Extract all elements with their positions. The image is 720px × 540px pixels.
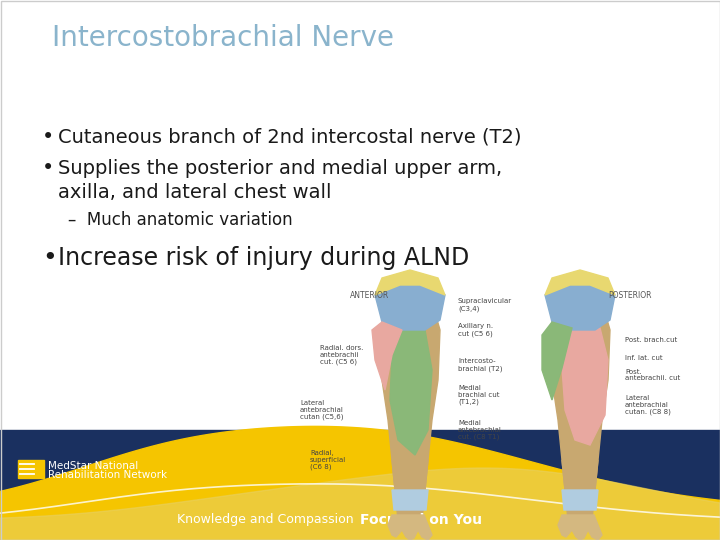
Text: Radial,
superficial
(C6 8): Radial, superficial (C6 8) [310, 450, 346, 470]
Polygon shape [545, 270, 615, 295]
Bar [0, 430, 720, 540]
Text: Cutaneous branch of 2nd intercostal nerve (T2): Cutaneous branch of 2nd intercostal nerv… [58, 127, 521, 146]
Text: POSTERIOR: POSTERIOR [608, 292, 652, 300]
Text: Increase risk of injury during ALND: Increase risk of injury during ALND [58, 246, 469, 270]
Text: Rehabilitation Network: Rehabilitation Network [48, 470, 167, 480]
Text: Post.
antebrachii. cut: Post. antebrachii. cut [625, 368, 680, 381]
Text: Inf. lat. cut: Inf. lat. cut [625, 355, 662, 361]
Text: Focused on You: Focused on You [360, 513, 482, 527]
Polygon shape [550, 302, 610, 490]
Text: Supplies the posterior and medial upper arm,: Supplies the posterior and medial upper … [58, 159, 502, 178]
Text: Post. brach.cut: Post. brach.cut [625, 337, 678, 343]
Text: Lateral
antebrachial
cutan (C5,6): Lateral antebrachial cutan (C5,6) [300, 400, 344, 420]
Text: Supraclavicular
(C3,4): Supraclavicular (C3,4) [458, 298, 512, 312]
Text: •: • [42, 246, 57, 270]
Text: axilla, and lateral chest wall: axilla, and lateral chest wall [58, 183, 331, 201]
Polygon shape [0, 427, 720, 540]
Text: •: • [42, 158, 54, 178]
Text: Medial
brachial cut
(T1,2): Medial brachial cut (T1,2) [458, 384, 500, 405]
Polygon shape [542, 322, 572, 400]
Text: MedStar National: MedStar National [48, 461, 138, 471]
Polygon shape [390, 330, 432, 455]
Text: Knowledge and Compassion: Knowledge and Compassion [177, 514, 358, 526]
Text: Radial. dors.
antebrachii
cut. (C5 6): Radial. dors. antebrachii cut. (C5 6) [320, 345, 364, 365]
Polygon shape [545, 285, 615, 330]
Text: Axillary n.
cut (C5 6): Axillary n. cut (C5 6) [458, 323, 493, 337]
Text: ANTERIOR: ANTERIOR [350, 292, 390, 300]
Polygon shape [388, 515, 432, 540]
Polygon shape [375, 270, 445, 295]
Polygon shape [562, 328, 608, 445]
Polygon shape [562, 490, 598, 510]
Polygon shape [372, 322, 402, 390]
Bar [18, 460, 44, 478]
Polygon shape [562, 460, 598, 520]
Text: Medial
antebrachial
cut. (C8 T1): Medial antebrachial cut. (C8 T1) [458, 420, 502, 440]
Polygon shape [392, 460, 428, 520]
Polygon shape [375, 285, 445, 330]
Text: •: • [42, 127, 54, 147]
Text: Lateral
antebrachial
cutan. (C8 8): Lateral antebrachial cutan. (C8 8) [625, 395, 671, 415]
Text: Intercostobrachial Nerve: Intercostobrachial Nerve [52, 24, 394, 52]
Polygon shape [392, 490, 428, 510]
Polygon shape [0, 468, 720, 540]
Polygon shape [558, 515, 602, 540]
Text: –  Much anatomic variation: – Much anatomic variation [68, 211, 292, 229]
Text: Intercosto-
brachial (T2): Intercosto- brachial (T2) [458, 358, 503, 372]
Polygon shape [380, 302, 440, 490]
